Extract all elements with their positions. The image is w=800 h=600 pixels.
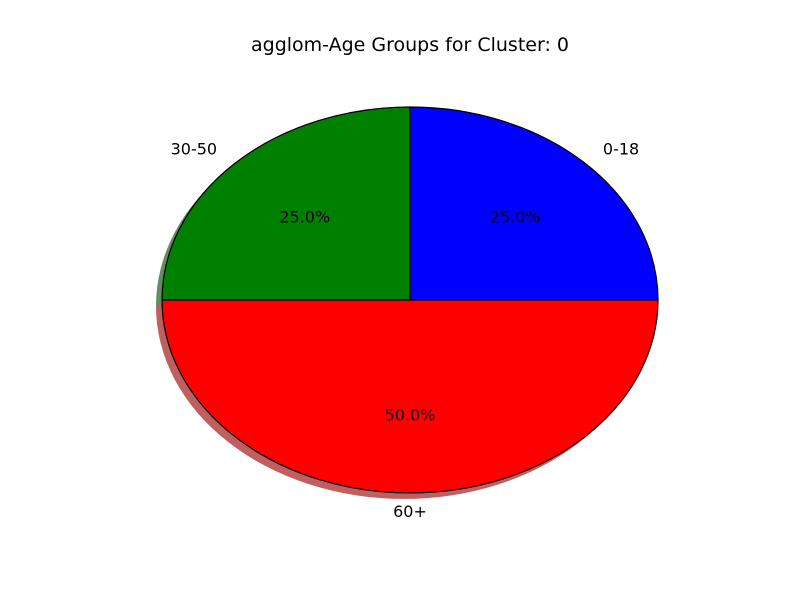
slice-pct-label-30-50: 25.0% [279, 208, 330, 227]
slice-30-50 [161, 106, 411, 301]
slice-label-60: 60+ [393, 502, 427, 521]
slice-pct-label-0-18: 25.0% [490, 208, 541, 227]
chart-title: agglom-Age Groups for Cluster: 0 [251, 34, 569, 56]
slice-60 [161, 299, 659, 494]
pie-labels: 0-18 25.0% 30-50 25.0% 60+ 50.0% [171, 139, 640, 520]
pie-slices [161, 106, 659, 494]
slice-0-18 [409, 106, 659, 301]
slice-pct-label-60: 50.0% [385, 405, 436, 424]
slice-label-0-18: 0-18 [603, 139, 639, 158]
slice-label-30-50: 30-50 [171, 139, 218, 158]
